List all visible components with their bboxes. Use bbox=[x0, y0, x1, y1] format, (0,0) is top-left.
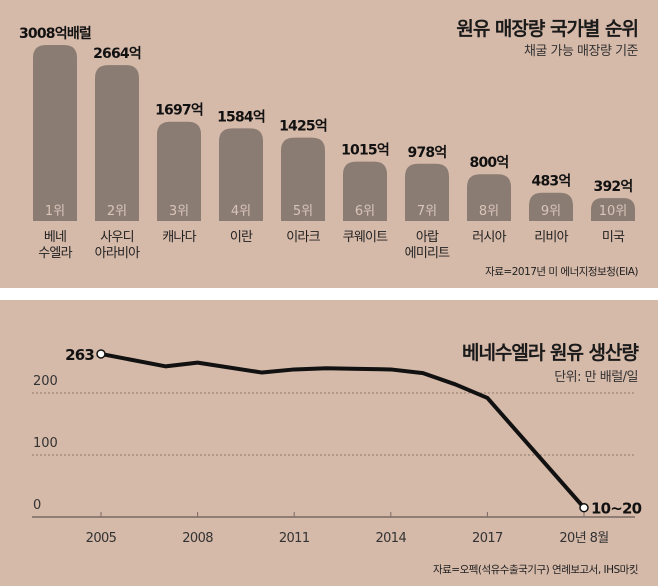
rank-label: 3위 bbox=[169, 204, 189, 219]
rank-label: 7위 bbox=[417, 204, 437, 219]
bar-value-label: 2664억 bbox=[93, 46, 141, 62]
rank-label: 6위 bbox=[355, 204, 375, 219]
x-tick-label: 2017 bbox=[472, 531, 503, 546]
reserves-source: 자료=2017년 미 에너지정보청(EIA) bbox=[485, 266, 638, 278]
y-tick-label: 0 bbox=[33, 498, 41, 513]
y-tick-label: 100 bbox=[33, 436, 58, 451]
production-line bbox=[100, 351, 586, 510]
bar bbox=[467, 174, 511, 221]
x-tick-label: 2005 bbox=[86, 531, 117, 546]
bar bbox=[529, 192, 573, 221]
rank-label: 2위 bbox=[107, 204, 127, 219]
country-label: 사우디 아라비아 bbox=[95, 230, 140, 261]
bar-value-label: 3008억배럴 bbox=[19, 26, 91, 42]
data-point-marker bbox=[96, 349, 106, 359]
x-tick-label: 20년 8월 bbox=[559, 531, 608, 546]
rank-label: 10위 bbox=[599, 204, 628, 219]
bar bbox=[157, 121, 201, 221]
country-label: 아랍 에미리트 bbox=[405, 230, 450, 261]
rank-label: 9위 bbox=[541, 204, 561, 219]
bar bbox=[343, 161, 387, 221]
bar-value-label: 483억 bbox=[532, 174, 571, 190]
y-tick-label: 200 bbox=[33, 374, 58, 389]
country-label: 리비아 bbox=[534, 230, 568, 245]
country-label: 캐나다 bbox=[162, 230, 196, 245]
rank-label: 4위 bbox=[231, 204, 251, 219]
rank-label: 5위 bbox=[293, 204, 313, 219]
production-source: 자료=오펙(석유수출국기구) 연례보고서, IHS마킷 bbox=[432, 564, 639, 576]
data-annotation: 10~20 bbox=[591, 500, 642, 518]
x-tick-label: 2011 bbox=[279, 531, 310, 546]
bar-value-label: 1425억 bbox=[279, 119, 327, 135]
country-label: 베네 수엘라 bbox=[38, 230, 72, 261]
bar bbox=[33, 45, 77, 221]
bar-value-label: 1584억 bbox=[217, 109, 265, 125]
bar bbox=[405, 163, 449, 221]
bar-value-label: 1697억 bbox=[155, 103, 203, 119]
x-tick-label: 2008 bbox=[182, 531, 213, 546]
production-subtitle: 단위: 만 배럴/일 bbox=[554, 370, 638, 385]
rank-label: 8위 bbox=[479, 204, 499, 219]
bar-value-label: 800억 bbox=[470, 155, 509, 171]
reserves-subtitle: 채굴 가능 매장량 기준 bbox=[523, 44, 639, 59]
country-label: 러시아 bbox=[472, 230, 506, 245]
bar-value-label: 978억 bbox=[408, 145, 447, 161]
production-line-chart: 0 100 200 2005 2008 2011 2014 2017 20년 8월 263 10~2… bbox=[32, 346, 642, 546]
x-tick-label: 2014 bbox=[375, 531, 406, 546]
bar-value-label: 392억 bbox=[594, 179, 633, 195]
country-label: 이란 bbox=[230, 230, 253, 245]
country-label: 미국 bbox=[602, 230, 625, 245]
bar bbox=[219, 128, 263, 221]
data-annotation: 263 bbox=[65, 346, 94, 364]
country-label: 쿠웨이트 bbox=[343, 230, 388, 245]
bar-value-label: 1015억 bbox=[341, 143, 389, 159]
country-label: 이라크 bbox=[286, 230, 320, 245]
rank-label: 1위 bbox=[45, 204, 65, 219]
bar bbox=[281, 137, 325, 221]
reserves-title: 원유 매장량 국가별 순위 bbox=[456, 18, 639, 40]
data-point-marker bbox=[579, 502, 589, 513]
production-panel: 0 100 200 2005 2008 2011 2014 2017 20년 8월 263 10~2… bbox=[0, 300, 658, 586]
production-title: 베네수엘라 원유 생산량 bbox=[461, 342, 639, 364]
bar bbox=[95, 65, 139, 222]
bar bbox=[591, 198, 635, 221]
